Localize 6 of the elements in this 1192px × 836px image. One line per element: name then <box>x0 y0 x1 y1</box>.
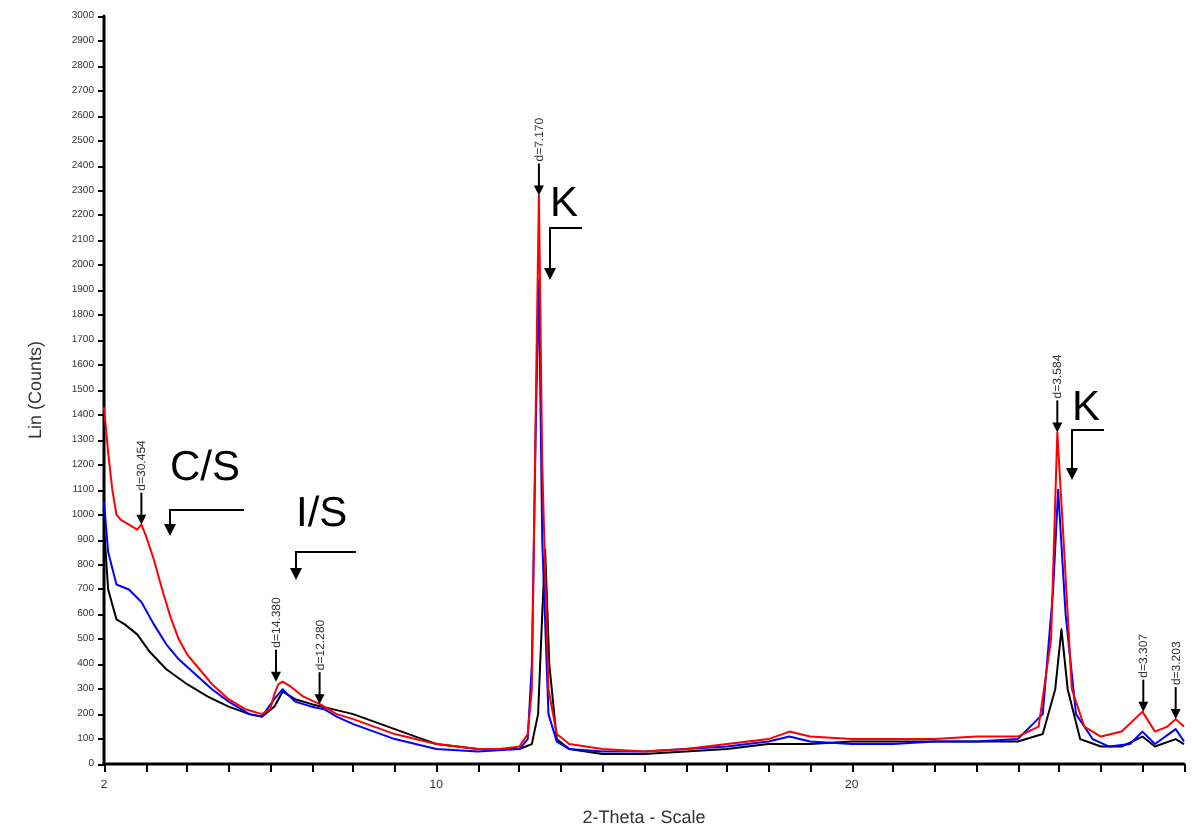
annotation: I/S <box>296 490 348 536</box>
annotation: K <box>550 180 579 226</box>
annotation: C/S <box>170 444 241 490</box>
y-axis-title: Lin (Counts) <box>25 340 45 440</box>
x-axis-title: 2-Theta - Scale <box>582 807 706 827</box>
annotation: K <box>1072 384 1101 430</box>
